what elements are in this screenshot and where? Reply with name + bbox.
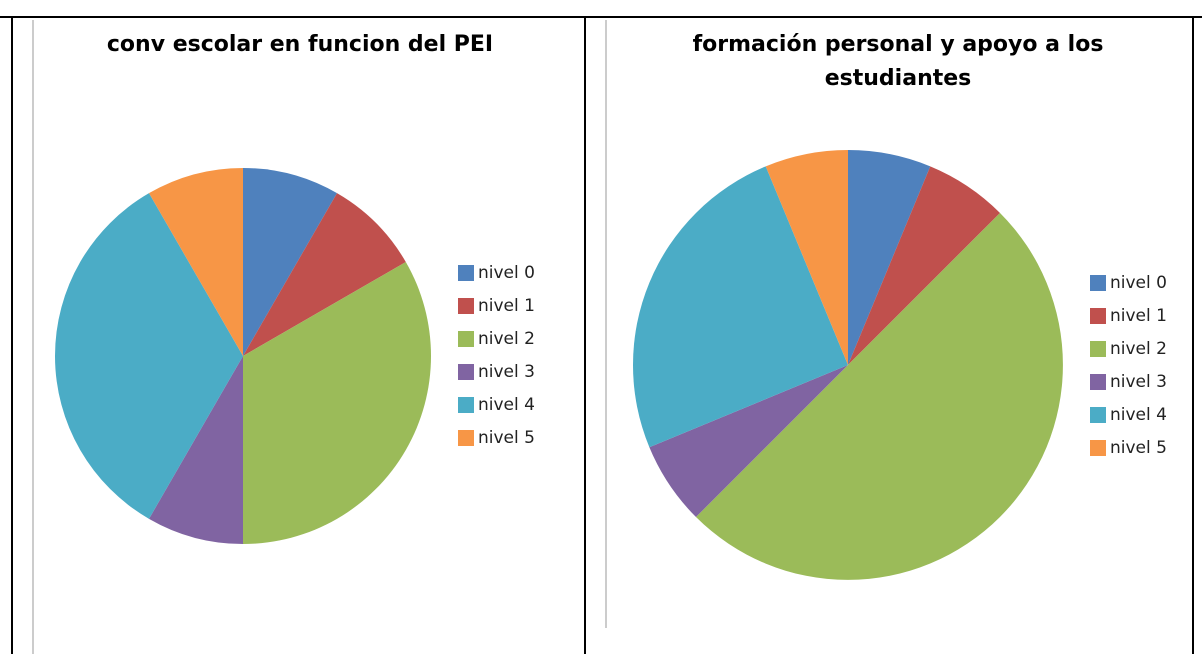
title-line: conv escolar en funcion del PEI — [107, 32, 493, 57]
title-line: estudiantes — [825, 66, 972, 91]
pie-slice — [649, 365, 848, 518]
legend-swatch — [1090, 374, 1106, 390]
pie-slice — [765, 150, 848, 365]
legend-swatch — [1090, 407, 1106, 423]
legend-label: nivel 5 — [478, 428, 535, 448]
legend-label: nivel 1 — [478, 296, 535, 316]
pie-slice — [243, 193, 406, 356]
legend-label: nivel 2 — [478, 329, 535, 349]
pie-slice — [149, 356, 243, 544]
pie-slice — [243, 168, 337, 356]
legend-label: nivel 5 — [1110, 438, 1167, 458]
pie-slice — [848, 166, 1001, 365]
chart-title: formación personal y apoyo a los estudian… — [693, 32, 1104, 91]
legend-swatch — [458, 298, 474, 314]
pie-slice — [695, 212, 1063, 580]
legend-swatch — [1090, 440, 1106, 456]
legend-label: nivel 4 — [478, 395, 535, 415]
legend-swatch — [458, 265, 474, 281]
title-line: formación personal y apoyo a los — [693, 32, 1104, 57]
pie-slice — [848, 150, 931, 365]
legend-label: nivel 4 — [1110, 405, 1167, 425]
legend-swatch — [1090, 341, 1106, 357]
legend-label: nivel 0 — [478, 263, 535, 283]
pie-slice — [149, 168, 243, 356]
charts: conv escolar en funcion del PEI nivel 0 ni… — [54, 32, 1167, 580]
legend-swatch — [458, 397, 474, 413]
legend-label: nivel 1 — [1110, 306, 1167, 326]
legend-swatch — [1090, 275, 1106, 291]
legend-swatch — [458, 430, 474, 446]
legend-label: nivel 0 — [1110, 273, 1167, 293]
pie-slice — [243, 262, 431, 544]
legend-swatch — [1090, 308, 1106, 324]
legend-label: nivel 3 — [1110, 372, 1167, 392]
legend-swatch — [458, 364, 474, 380]
legend-swatch — [458, 331, 474, 347]
pie-slice — [54, 193, 244, 519]
legend-label: nivel 3 — [478, 362, 535, 382]
chart-title: conv escolar en funcion del PEI — [107, 32, 493, 57]
legend-label: nivel 2 — [1110, 339, 1167, 359]
pie-slice — [633, 166, 848, 448]
